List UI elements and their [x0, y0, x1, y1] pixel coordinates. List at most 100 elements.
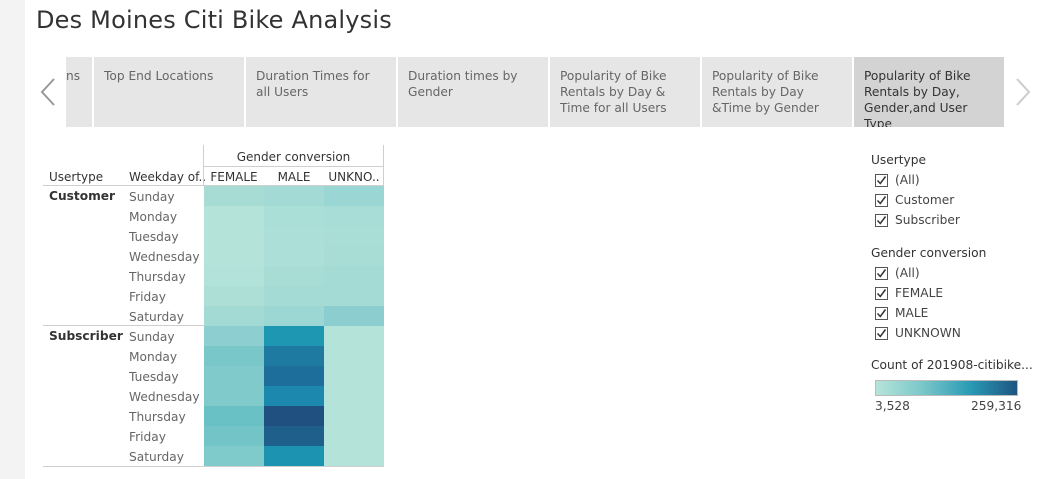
heatmap-cell-subscriber-friday-male[interactable] [264, 426, 324, 446]
filter-usertype-all[interactable]: (All) [875, 172, 920, 188]
checkbox-checked-icon[interactable] [875, 173, 888, 187]
row-label-day: Wednesday [129, 250, 200, 264]
heatmap-cell-subscriber-thursday-male[interactable] [264, 406, 324, 426]
legend-max-label: 259,316 [971, 399, 1022, 413]
checkbox-checked-icon[interactable] [875, 286, 888, 300]
filter-item-label: (All) [895, 266, 920, 280]
heatmap-cell-subscriber-friday-female[interactable] [204, 426, 264, 446]
header-bottom-border [43, 185, 384, 186]
heatmap-cell-subscriber-monday-male[interactable] [264, 346, 324, 366]
row-label-day: Thursday [129, 270, 186, 284]
heatmap-cell-subscriber-sunday-female[interactable] [204, 326, 264, 346]
checkbox-checked-icon[interactable] [875, 213, 888, 227]
heatmap-cell-subscriber-thursday-unknown[interactable] [324, 406, 384, 426]
heatmap-cell-subscriber-wednesday-unknown[interactable] [324, 386, 384, 406]
heatmap-cell-customer-monday-unknown[interactable] [324, 206, 384, 226]
story-tab-0[interactable]: ns [66, 57, 92, 127]
heatmap-cell-subscriber-saturday-unknown[interactable] [324, 446, 384, 466]
filter-gender-unknown[interactable]: UNKNOWN [875, 325, 961, 341]
story-next-arrow[interactable] [1012, 76, 1032, 108]
filter-usertype-subscriber[interactable]: Subscriber [875, 212, 960, 228]
header-divider-vertical [203, 145, 204, 185]
heatmap-cell-subscriber-tuesday-female[interactable] [204, 366, 264, 386]
heatmap-cell-customer-sunday-female[interactable] [204, 186, 264, 206]
heatmap-cell-customer-monday-male[interactable] [264, 206, 324, 226]
heatmap-cell-customer-thursday-female[interactable] [204, 266, 264, 286]
story-tab-5[interactable]: Popularity of Bike Rentals by Day &Time … [702, 57, 852, 127]
heatmap-cell-subscriber-tuesday-male[interactable] [264, 366, 324, 386]
heatmap-cell-subscriber-thursday-female[interactable] [204, 406, 264, 426]
col-header-female: FEMALE [210, 170, 258, 184]
story-tab-3[interactable]: Duration times by Gender [398, 57, 548, 127]
checkbox-checked-icon[interactable] [875, 266, 888, 280]
heatmap-cell-customer-tuesday-unknown[interactable] [324, 226, 384, 246]
heatmap-cell-subscriber-tuesday-unknown[interactable] [324, 366, 384, 386]
heatmap-cell-subscriber-monday-unknown[interactable] [324, 346, 384, 366]
checkbox-checked-icon[interactable] [875, 326, 888, 340]
row-label-day: Saturday [129, 450, 184, 464]
chevron-left-icon [40, 78, 55, 106]
filter-title-gender: Gender conversion [871, 246, 987, 260]
page-title: Des Moines Citi Bike Analysis [36, 6, 392, 34]
checkbox-checked-icon[interactable] [875, 306, 888, 320]
filter-item-label: (All) [895, 173, 920, 187]
filter-gender-male[interactable]: MALE [875, 305, 928, 321]
heatmap-cell-customer-saturday-unknown[interactable] [324, 306, 384, 326]
group-label-subscriber: Subscriber [49, 329, 123, 343]
row-header-usertype: Usertype [49, 170, 104, 184]
heatmap-cell-customer-monday-female[interactable] [204, 206, 264, 226]
filter-item-label: FEMALE [895, 286, 944, 300]
row-label-day: Tuesday [129, 230, 179, 244]
color-legend-bar [875, 380, 1018, 396]
heatmap-cell-customer-friday-female[interactable] [204, 286, 264, 306]
grid-bottom-border [43, 466, 384, 467]
row-label-day: Monday [129, 210, 178, 224]
heatmap-cell-subscriber-wednesday-male[interactable] [264, 386, 324, 406]
heatmap-cell-customer-thursday-male[interactable] [264, 266, 324, 286]
checkbox-checked-icon[interactable] [875, 193, 888, 207]
legend-min-label: 3,528 [875, 399, 910, 413]
story-tab-4[interactable]: Popularity of Bike Rentals by Day & Time… [550, 57, 700, 127]
heatmap-cell-customer-wednesday-male[interactable] [264, 246, 324, 266]
heatmap-cell-subscriber-sunday-unknown[interactable] [324, 326, 384, 346]
heatmap-cell-customer-saturday-male[interactable] [264, 306, 324, 326]
filter-gender-all[interactable]: (All) [875, 265, 920, 281]
heatmap-cell-subscriber-wednesday-female[interactable] [204, 386, 264, 406]
heatmap-cell-subscriber-friday-unknown[interactable] [324, 426, 384, 446]
col-header-unknown: UNKNO.. [328, 170, 380, 184]
heatmap-cell-customer-friday-unknown[interactable] [324, 286, 384, 306]
heatmap-cell-customer-sunday-male[interactable] [264, 186, 324, 206]
story-tab-bar: ns Top End Locations Duration Times for … [66, 57, 1006, 127]
col-header-male: MALE [277, 170, 311, 184]
heatmap-cell-subscriber-monday-female[interactable] [204, 346, 264, 366]
story-prev-arrow[interactable] [39, 76, 59, 108]
chevron-right-icon [1016, 78, 1031, 106]
story-tab-6-active[interactable]: Popularity of Bike Rentals by Day, Gende… [854, 57, 1004, 127]
row-label-day: Monday [129, 350, 178, 364]
filter-item-label: UNKNOWN [895, 326, 961, 340]
heatmap-cell-subscriber-sunday-male[interactable] [264, 326, 324, 346]
heatmap-cell-customer-thursday-unknown[interactable] [324, 266, 384, 286]
filter-title-usertype: Usertype [871, 153, 927, 167]
heatmap-cell-customer-saturday-female[interactable] [204, 306, 264, 326]
row-label-day: Sunday [129, 190, 175, 204]
left-panel-strip [0, 0, 25, 479]
filter-gender-female[interactable]: FEMALE [875, 285, 943, 301]
heatmap-cell-subscriber-saturday-male[interactable] [264, 446, 324, 466]
row-label-day: Tuesday [129, 370, 179, 384]
heatmap-cell-customer-wednesday-unknown[interactable] [324, 246, 384, 266]
heatmap-cell-customer-tuesday-female[interactable] [204, 226, 264, 246]
heatmap-cell-customer-sunday-unknown[interactable] [324, 186, 384, 206]
heatmap-cell-customer-friday-male[interactable] [264, 286, 324, 306]
filter-item-label: Customer [895, 193, 955, 207]
story-tab-2[interactable]: Duration Times for all Users [246, 57, 396, 127]
row-label-day: Thursday [129, 410, 186, 424]
heatmap-cell-subscriber-saturday-female[interactable] [204, 446, 264, 466]
filter-usertype-customer[interactable]: Customer [875, 192, 954, 208]
heatmap-cell-customer-wednesday-female[interactable] [204, 246, 264, 266]
heatmap-cell-customer-tuesday-male[interactable] [264, 226, 324, 246]
legend-title: Count of 201908-citibike... [871, 358, 1033, 372]
header-divider-horizontal [203, 166, 384, 167]
story-tab-1[interactable]: Top End Locations [94, 57, 244, 127]
row-label-day: Saturday [129, 310, 184, 324]
